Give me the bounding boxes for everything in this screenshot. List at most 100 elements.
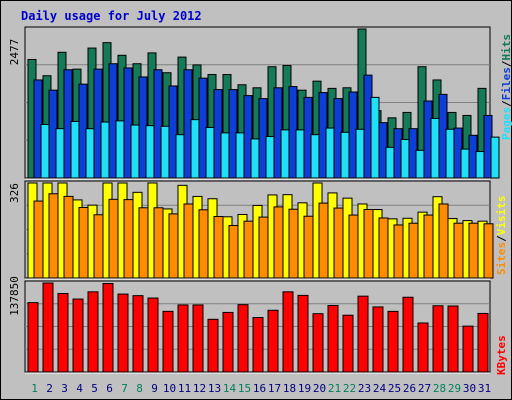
legend-entry: Sites bbox=[495, 242, 508, 275]
bar-pages-day-13 bbox=[220, 132, 230, 179]
bar-sites-day-1 bbox=[33, 200, 44, 279]
x-tick-label-day-10: 10 bbox=[163, 382, 176, 395]
bar-pages-day-16 bbox=[265, 135, 275, 179]
bar-kbytes-day-23 bbox=[357, 295, 369, 373]
bar-sites-day-9 bbox=[153, 207, 164, 279]
x-tick-label-day-9: 9 bbox=[151, 382, 158, 395]
panel-kbytes: 137850 KBytes bbox=[8, 276, 508, 375]
bar-kbytes-day-31 bbox=[477, 312, 489, 373]
bar-kbytes-day-2 bbox=[42, 282, 54, 373]
bar-pages-day-31 bbox=[490, 136, 500, 179]
bar-sites-day-23 bbox=[363, 209, 374, 279]
bar-pages-day-5 bbox=[100, 121, 110, 179]
x-tick-label-day-7: 7 bbox=[121, 382, 128, 395]
legend-entry: KBytes bbox=[495, 335, 508, 375]
y-max-label: 137850 bbox=[8, 276, 21, 316]
bar-kbytes-day-13 bbox=[207, 318, 219, 373]
bar-pages-day-19 bbox=[310, 134, 320, 179]
bar-pages-day-20 bbox=[325, 127, 335, 179]
bar-kbytes-day-15 bbox=[237, 304, 249, 373]
bar-sites-day-5 bbox=[93, 214, 104, 279]
bar-pages-day-30 bbox=[475, 151, 485, 179]
x-tick-label-day-14: 14 bbox=[223, 382, 237, 395]
bar-sites-day-19 bbox=[303, 215, 314, 279]
x-tick-label-day-23: 23 bbox=[358, 382, 371, 395]
bar-sites-day-30 bbox=[468, 222, 479, 279]
bar-sites-day-22 bbox=[348, 214, 359, 279]
x-tick-label-day-31: 31 bbox=[478, 382, 491, 395]
x-tick-label-day-6: 6 bbox=[106, 382, 113, 395]
x-tick-label-day-13: 13 bbox=[208, 382, 221, 395]
x-tick-label-day-26: 26 bbox=[403, 382, 416, 395]
bar-sites-day-27 bbox=[423, 214, 434, 279]
bar-kbytes-day-16 bbox=[252, 317, 264, 373]
bar-pages-day-2 bbox=[55, 128, 65, 179]
bar-kbytes-day-29 bbox=[447, 305, 459, 373]
chart-title: Daily usage for July 2012 bbox=[21, 9, 202, 23]
bar-sites-day-6 bbox=[108, 198, 119, 279]
bar-kbytes-day-18 bbox=[282, 291, 294, 373]
bar-kbytes-day-8 bbox=[132, 295, 144, 373]
x-tick-label-day-25: 25 bbox=[388, 382, 401, 395]
bar-sites-day-7 bbox=[123, 199, 134, 279]
x-tick-label-day-12: 12 bbox=[193, 382, 206, 395]
legend-sites-visits: Sites/Visits bbox=[495, 196, 508, 276]
x-tick-label-day-30: 30 bbox=[463, 382, 476, 395]
bar-sites-day-29 bbox=[453, 222, 464, 279]
bar-kbytes-day-17 bbox=[267, 309, 279, 373]
bar-pages-day-10 bbox=[175, 134, 185, 179]
bar-kbytes-day-24 bbox=[372, 306, 384, 373]
bar-sites-day-31 bbox=[483, 223, 494, 279]
bar-sites-day-13 bbox=[213, 216, 224, 279]
x-tick-label-day-21: 21 bbox=[328, 382, 341, 395]
x-tick-label-day-5: 5 bbox=[91, 382, 98, 395]
legend-entry: / bbox=[500, 60, 512, 67]
legend-entry: Pages bbox=[500, 107, 512, 140]
bar-pages-day-21 bbox=[340, 131, 350, 179]
bar-pages-day-12 bbox=[205, 126, 215, 179]
x-tick-label-day-19: 19 bbox=[298, 382, 311, 395]
bar-kbytes-day-9 bbox=[147, 297, 159, 373]
bar-kbytes-day-20 bbox=[312, 313, 324, 373]
x-tick-label-day-27: 27 bbox=[418, 382, 431, 395]
bar-pages-day-6 bbox=[115, 120, 125, 179]
bar-sites-day-24 bbox=[378, 217, 389, 279]
bar-kbytes-day-28 bbox=[432, 305, 444, 373]
x-tick-label-day-8: 8 bbox=[136, 382, 143, 395]
bar-kbytes-day-1 bbox=[27, 302, 39, 373]
y-max-label: 326 bbox=[8, 183, 21, 203]
bar-sites-day-20 bbox=[318, 202, 329, 279]
bar-sites-day-25 bbox=[393, 224, 404, 279]
bar-kbytes-day-3 bbox=[57, 293, 69, 373]
bar-kbytes-day-22 bbox=[342, 314, 354, 373]
bar-kbytes-day-7 bbox=[117, 293, 129, 373]
bar-pages-day-14 bbox=[235, 132, 245, 179]
x-tick-label-day-15: 15 bbox=[238, 382, 251, 395]
bar-kbytes-day-5 bbox=[87, 291, 99, 373]
bar-sites-day-26 bbox=[408, 222, 419, 279]
bar-pages-day-18 bbox=[295, 129, 305, 179]
bar-pages-day-3 bbox=[70, 120, 80, 179]
bar-pages-day-17 bbox=[280, 129, 290, 179]
x-tick-label-day-20: 20 bbox=[313, 382, 326, 395]
bar-sites-day-21 bbox=[333, 207, 344, 279]
legend-entry: Visits bbox=[495, 196, 508, 236]
bar-kbytes-day-4 bbox=[72, 298, 84, 373]
legend-entry: Files bbox=[500, 67, 512, 100]
bar-kbytes-day-27 bbox=[417, 322, 429, 373]
bar-sites-day-3 bbox=[63, 195, 74, 279]
bar-pages-day-27 bbox=[430, 117, 440, 179]
bar-kbytes-day-21 bbox=[327, 304, 339, 373]
bar-pages-day-8 bbox=[145, 125, 155, 179]
bar-kbytes-day-6 bbox=[102, 283, 114, 373]
bar-sites-day-4 bbox=[78, 206, 89, 279]
bar-sites-day-14 bbox=[228, 225, 239, 279]
x-tick-label-day-2: 2 bbox=[46, 382, 53, 395]
panel-sites-visits: 326 Sites/Visits bbox=[8, 180, 508, 280]
bar-kbytes-day-25 bbox=[387, 310, 399, 373]
bar-pages-day-4 bbox=[85, 128, 95, 179]
bar-pages-day-22 bbox=[355, 128, 365, 179]
bar-pages-day-28 bbox=[445, 128, 455, 179]
bar-sites-day-2 bbox=[48, 193, 59, 279]
bar-files-day-9 bbox=[153, 69, 163, 179]
